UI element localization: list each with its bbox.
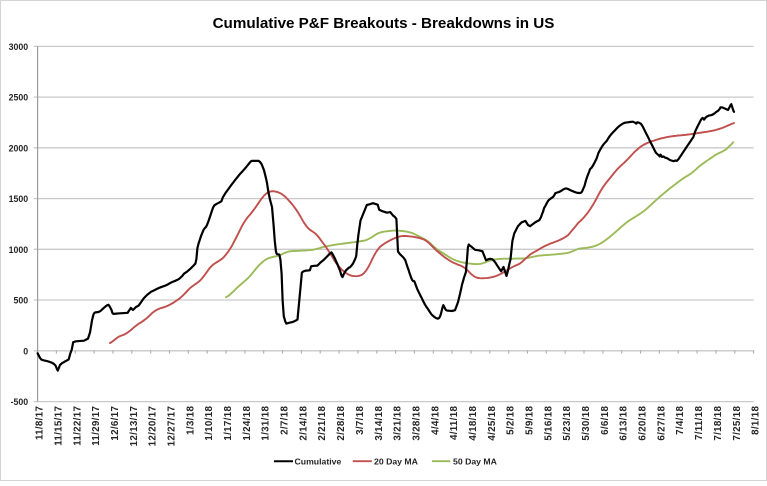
svg-text:6/20/18: 6/20/18 [638,406,649,441]
svg-text:4/11/18: 4/11/18 [449,406,460,440]
svg-text:1/3/18: 1/3/18 [185,406,196,435]
svg-text:3000: 3000 [9,42,29,52]
svg-text:12/6/17: 12/6/17 [110,406,121,441]
svg-text:5/2/18: 5/2/18 [506,406,517,435]
svg-text:12/27/17: 12/27/17 [167,406,178,447]
svg-text:2500: 2500 [9,93,29,103]
svg-text:Cumulative P&F Breakouts - Bre: Cumulative P&F Breakouts - Breakdowns in… [213,15,555,32]
svg-text:11/8/17: 11/8/17 [35,406,46,440]
svg-text:5/30/18: 5/30/18 [581,406,592,441]
svg-text:2/7/18: 2/7/18 [280,406,291,435]
svg-text:6/13/18: 6/13/18 [619,406,630,441]
svg-text:11/22/17: 11/22/17 [72,406,83,446]
svg-text:1000: 1000 [9,245,29,255]
svg-text:3/7/18: 3/7/18 [355,406,366,435]
svg-text:2/14/18: 2/14/18 [298,406,309,441]
svg-text:6/27/18: 6/27/18 [656,406,667,441]
svg-text:1/17/18: 1/17/18 [223,406,234,441]
svg-text:12/20/17: 12/20/17 [148,406,159,447]
svg-text:1/24/18: 1/24/18 [242,406,253,441]
svg-text:7/11/18: 7/11/18 [694,406,705,440]
svg-text:5/23/18: 5/23/18 [562,406,573,441]
svg-text:2/21/18: 2/21/18 [317,406,328,441]
svg-text:8/1/18: 8/1/18 [751,406,762,435]
svg-text:3/28/18: 3/28/18 [411,406,422,441]
svg-text:11/29/17: 11/29/17 [91,406,102,446]
svg-text:3/14/18: 3/14/18 [374,406,385,441]
svg-text:-500: -500 [11,397,29,407]
svg-text:3/21/18: 3/21/18 [393,406,404,441]
svg-text:4/25/18: 4/25/18 [487,406,498,441]
svg-text:5/16/18: 5/16/18 [543,406,554,441]
svg-text:4/18/18: 4/18/18 [468,406,479,441]
svg-text:5/9/18: 5/9/18 [525,406,536,435]
svg-text:12/13/17: 12/13/17 [129,406,140,447]
svg-text:0: 0 [23,346,28,356]
svg-text:50 Day MA: 50 Day MA [453,456,498,466]
svg-text:20 Day MA: 20 Day MA [374,456,419,466]
svg-text:11/15/17: 11/15/17 [53,406,64,446]
svg-text:1500: 1500 [9,194,29,204]
svg-text:2/28/18: 2/28/18 [336,406,347,441]
svg-text:500: 500 [14,296,29,306]
svg-text:Cumulative: Cumulative [295,456,342,466]
svg-text:7/4/18: 7/4/18 [675,406,686,435]
svg-text:1/31/18: 1/31/18 [261,406,272,441]
svg-text:4/4/18: 4/4/18 [430,406,441,435]
svg-text:6/6/18: 6/6/18 [600,406,611,435]
svg-text:7/25/18: 7/25/18 [732,406,743,441]
svg-text:7/18/18: 7/18/18 [713,406,724,441]
svg-text:1/10/18: 1/10/18 [204,406,215,441]
svg-text:2000: 2000 [9,143,29,153]
